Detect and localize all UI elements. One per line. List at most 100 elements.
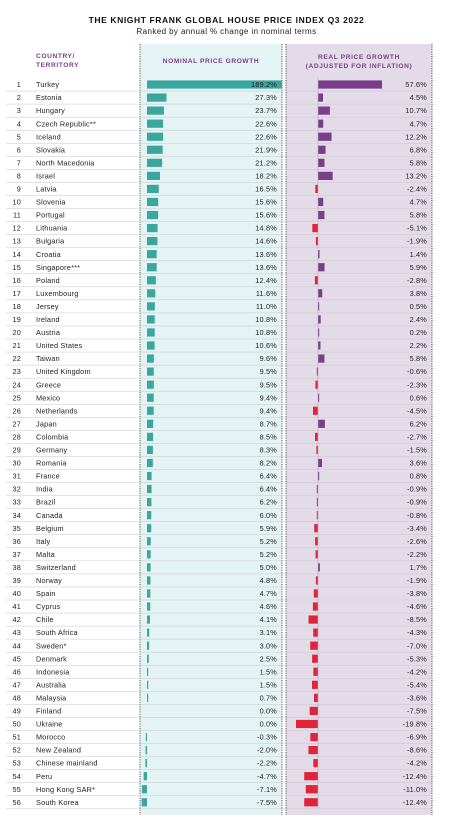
rank-label: 44 bbox=[12, 641, 21, 650]
real-bar bbox=[318, 210, 325, 220]
real-bar bbox=[305, 785, 318, 794]
real-bar bbox=[313, 406, 318, 415]
rank-label: 45 bbox=[12, 654, 21, 663]
country-label: Norway bbox=[36, 576, 62, 585]
nominal-value-label: 11.6% bbox=[256, 289, 277, 298]
country-label: Netherlands bbox=[36, 406, 78, 415]
rank-label: 52 bbox=[12, 746, 21, 755]
real-value-label: -12.4% bbox=[403, 798, 428, 807]
real-value-label: -4.5% bbox=[407, 406, 427, 415]
rank-label: 38 bbox=[12, 563, 21, 572]
real-bar bbox=[296, 719, 318, 729]
nominal-value-label: 22.6% bbox=[255, 132, 277, 141]
real-bar bbox=[318, 132, 332, 141]
nominal-value-label: 23.7% bbox=[255, 106, 277, 115]
nominal-bar bbox=[147, 680, 149, 689]
nominal-value-label: 0.7% bbox=[260, 693, 278, 702]
country-label: Finland bbox=[36, 707, 61, 716]
nominal-value-label: 3.1% bbox=[260, 628, 278, 637]
real-bar bbox=[312, 223, 318, 233]
real-value-label: -12.4% bbox=[403, 772, 428, 781]
real-value-label: -2.8% bbox=[407, 276, 427, 285]
country-label: Chile bbox=[36, 615, 54, 624]
nominal-value-label: 5.9% bbox=[260, 524, 278, 533]
real-bar bbox=[318, 158, 325, 167]
country-label: Jersey bbox=[36, 302, 59, 311]
nominal-value-label: 15.6% bbox=[255, 211, 277, 220]
rank-label: 56 bbox=[12, 798, 21, 807]
real-bar bbox=[312, 680, 318, 689]
nominal-bar bbox=[147, 80, 282, 89]
real-bar bbox=[316, 445, 318, 455]
real-bar bbox=[318, 563, 320, 572]
real-bar bbox=[313, 667, 318, 676]
real-value-label: -5.1% bbox=[407, 224, 427, 233]
rank-label: 11 bbox=[13, 211, 21, 220]
rank-label: 14 bbox=[12, 250, 21, 259]
real-value-label: 6.2% bbox=[410, 419, 428, 428]
nominal-value-label: 9.6% bbox=[260, 354, 278, 363]
nominal-bar bbox=[147, 93, 167, 102]
nominal-value-label: 9.4% bbox=[260, 406, 278, 415]
nominal-value-label: 0.0% bbox=[260, 707, 278, 716]
nominal-value-label: -7.5% bbox=[257, 798, 277, 807]
header-country-line1: COUNTRY/ bbox=[36, 53, 75, 60]
real-bar bbox=[318, 119, 324, 128]
nominal-value-label: 5.0% bbox=[260, 563, 278, 572]
real-value-label: -4.2% bbox=[407, 667, 427, 676]
nominal-bar bbox=[147, 498, 152, 507]
country-label: Malta bbox=[36, 550, 56, 559]
country-label: Colombia bbox=[36, 432, 69, 441]
real-bar bbox=[309, 706, 318, 716]
rank-label: 47 bbox=[12, 680, 21, 689]
country-label: North Macedonia bbox=[36, 158, 95, 167]
nominal-bar bbox=[147, 171, 160, 180]
rank-label: 3 bbox=[17, 106, 21, 115]
nominal-bar bbox=[147, 524, 152, 533]
real-bar bbox=[318, 197, 324, 207]
nominal-bar bbox=[145, 732, 147, 742]
nominal-value-label: -0.3% bbox=[257, 733, 277, 742]
real-value-label: -6.9% bbox=[407, 733, 427, 742]
nominal-bar bbox=[147, 563, 151, 572]
real-bar bbox=[310, 732, 318, 742]
nominal-bar bbox=[147, 354, 154, 363]
country-label: Slovakia bbox=[36, 145, 66, 154]
country-label: Canada bbox=[36, 511, 64, 520]
real-value-label: 0.2% bbox=[410, 328, 428, 337]
country-label: Slovenia bbox=[36, 198, 66, 207]
real-bar bbox=[316, 484, 318, 494]
chart-title: THE KNIGHT FRANK GLOBAL HOUSE PRICE INDE… bbox=[88, 15, 365, 25]
nominal-bar bbox=[147, 328, 155, 337]
country-label: Singapore*** bbox=[36, 263, 80, 272]
real-bar bbox=[318, 145, 326, 154]
nominal-bar bbox=[147, 276, 156, 285]
real-bar bbox=[308, 745, 318, 755]
country-label: Indonesia bbox=[36, 667, 70, 676]
country-label: Australia bbox=[36, 680, 67, 689]
chart-subtitle: Ranked by annual % change in nominal ter… bbox=[136, 27, 317, 36]
nominal-value-label: -7.1% bbox=[257, 785, 277, 794]
real-bar bbox=[318, 354, 325, 363]
nominal-value-label: 5.2% bbox=[260, 537, 278, 546]
nominal-bar bbox=[147, 315, 155, 324]
country-label: Sweden* bbox=[36, 641, 67, 650]
nominal-value-label: 2.5% bbox=[260, 654, 278, 663]
nominal-value-label: 4.6% bbox=[260, 602, 278, 611]
rank-label: 12 bbox=[12, 224, 21, 233]
real-value-label: 4.7% bbox=[410, 198, 428, 207]
nominal-bar bbox=[147, 576, 151, 585]
real-value-label: -2.3% bbox=[407, 380, 427, 389]
nominal-bar bbox=[147, 667, 149, 676]
real-value-label: -4.2% bbox=[407, 759, 427, 768]
header-real-line2: (ADJUSTED FOR INFLATION) bbox=[306, 63, 413, 70]
rank-label: 39 bbox=[12, 576, 21, 585]
rank-label: 17 bbox=[12, 289, 21, 298]
rank-label: 19 bbox=[12, 315, 21, 324]
real-bar bbox=[318, 471, 320, 481]
real-value-label: -8.6% bbox=[407, 746, 427, 755]
country-label: Hong Kong SAR* bbox=[36, 785, 95, 794]
nominal-value-label: 13.6% bbox=[255, 263, 277, 272]
nominal-bar bbox=[147, 602, 151, 611]
